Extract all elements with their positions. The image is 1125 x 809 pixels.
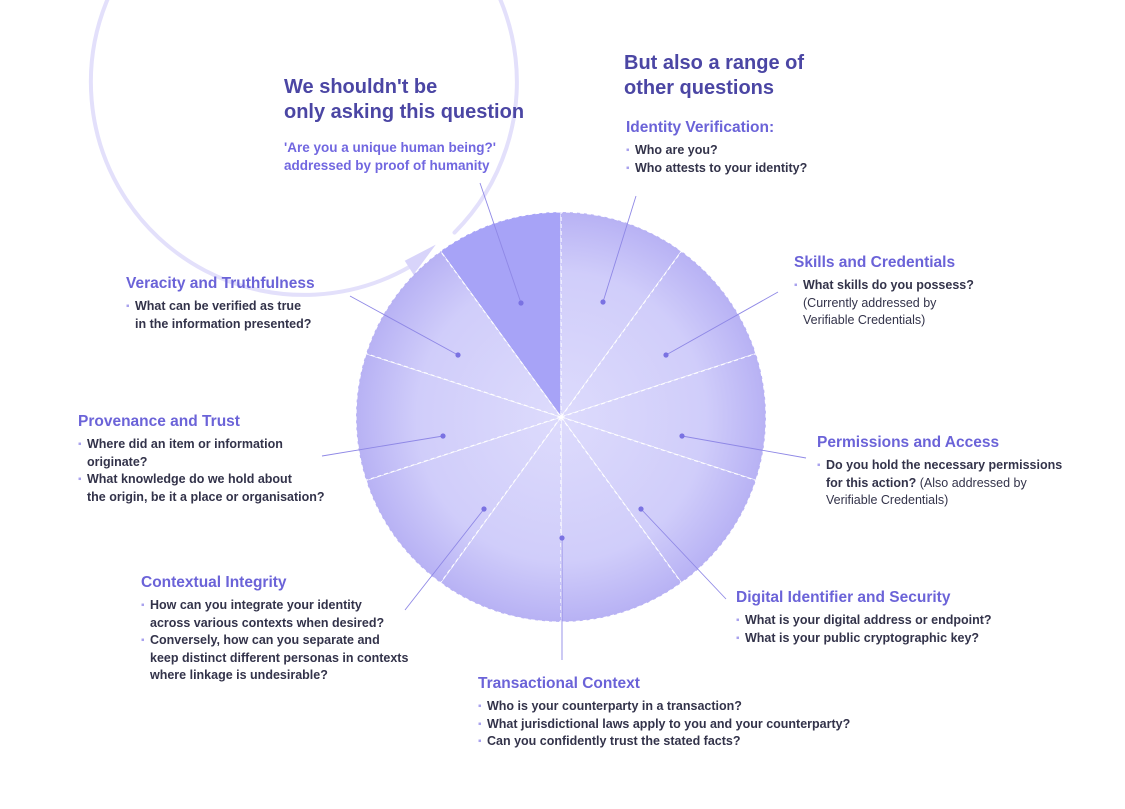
connector-dot — [440, 433, 446, 439]
question-list: What can be verified as true in the info… — [126, 298, 315, 333]
wedge — [355, 352, 563, 482]
wedge — [560, 415, 683, 623]
question-list: Who are you? Who attests to your identity… — [626, 142, 807, 177]
connector-identity-verification — [602, 195, 637, 303]
wedge — [365, 250, 563, 419]
question-text: Who are you? — [635, 143, 718, 157]
connector-dot — [559, 535, 565, 541]
question-note: (Currently addressed by Verifiable Crede… — [803, 295, 937, 328]
question-item: What skills do you possess? (Currently a… — [794, 277, 974, 330]
category-title: Identity Verification: — [626, 119, 775, 136]
question-list: Do you hold the necessary permissions fo… — [817, 457, 1062, 510]
connector-permissions-and-access — [681, 435, 807, 459]
category-digital-identifier-and-security: Digital Identifier and Security What is y… — [736, 588, 992, 647]
connector-veracity-and-truthfulness — [349, 295, 459, 356]
wedge — [559, 352, 767, 482]
category-provenance-and-trust: Provenance and Trust Where did an item or… — [78, 412, 325, 506]
question-list: How can you integrate your identity acro… — [141, 597, 408, 685]
right-headline: But also a range of other questions — [624, 52, 805, 99]
cycle-arrow-icon — [404, 244, 436, 275]
category-title: Provenance and Trust — [78, 413, 240, 430]
left-headline: We shouldn't be only asking this questio… — [284, 76, 525, 123]
wedge — [559, 415, 757, 584]
connector-provenance-and-trust — [321, 435, 444, 457]
question-text: What skills do you possess? — [803, 278, 974, 292]
question-text: Do you hold the necessary permissions fo… — [826, 458, 1063, 490]
wedge — [365, 415, 563, 584]
category-title: Contextual Integrity — [141, 574, 287, 591]
question-item: Can you confidently trust the stated fac… — [478, 733, 850, 751]
category-title: Veracity and Truthfulness — [126, 275, 315, 292]
question-text: Where did an item or information origina… — [87, 437, 283, 469]
connector-dot — [481, 506, 487, 512]
category-skills-and-credentials: Skills and Credentials What skills do you… — [794, 253, 974, 330]
question-item: Do you hold the necessary permissions fo… — [817, 457, 1062, 510]
question-text: What is your digital address or endpoint… — [745, 613, 992, 627]
question-list: Where did an item or information origina… — [78, 436, 325, 506]
wedge-unique-human — [439, 211, 562, 419]
question-item: Conversely, how can you separate and kee… — [141, 632, 408, 685]
wedge — [560, 211, 683, 419]
question-item: What is your digital address or endpoint… — [736, 612, 992, 630]
category-title: Digital Identifier and Security — [736, 589, 951, 606]
connector-dot — [518, 300, 524, 306]
connector-dot — [600, 299, 606, 305]
connector-dot — [455, 352, 461, 358]
connector-skills-and-credentials — [665, 291, 779, 356]
question-text: Conversely, how can you separate and kee… — [150, 633, 409, 682]
connector-dot — [679, 433, 685, 439]
question-item: What is your public cryptographic key? — [736, 630, 992, 648]
connector-dot — [663, 352, 669, 358]
category-title: Skills and Credentials — [794, 254, 956, 271]
question-item: Where did an item or information origina… — [78, 436, 325, 471]
category-veracity-and-truthfulness: Veracity and Truthfulness What can be ver… — [126, 274, 315, 333]
category-identity-verification: Identity Verification: Who are you? Who at… — [626, 118, 807, 177]
question-text: What knowledge do we hold about the orig… — [87, 472, 325, 504]
question-text: Who attests to your identity? — [635, 160, 808, 175]
question-item: What jurisdictional laws apply to you an… — [478, 716, 850, 734]
connector-digital-identifier — [640, 508, 727, 600]
question-text: How can you integrate your identity acro… — [150, 598, 385, 630]
wedge — [439, 415, 562, 623]
question-text: Who is your counterparty in a transactio… — [487, 699, 742, 713]
category-title: Permissions and Access — [817, 434, 1000, 451]
wedge — [559, 250, 757, 419]
question-item: Who is your counterparty in a transactio… — [478, 698, 850, 716]
category-title: Transactional Context — [478, 675, 640, 692]
cycle-ring — [88, 0, 519, 297]
question-note: (Also addressed by Verifiable Credential… — [826, 475, 1027, 508]
category-transactional-context: Transactional Context Who is your counter… — [478, 674, 850, 751]
question-item: How can you integrate your identity acro… — [141, 597, 408, 632]
question-text: What is your public cryptographic key? — [745, 630, 980, 645]
unique-human-question: 'Are you a unique human being?' addresse… — [284, 140, 496, 173]
question-list: What is your digital address or endpoint… — [736, 612, 992, 647]
question-text: What can be verified as true in the info… — [135, 299, 312, 331]
question-item: What can be verified as true in the info… — [126, 298, 315, 333]
question-text: What jurisdictional laws apply to you an… — [487, 716, 851, 731]
connector-unique-human — [479, 182, 522, 304]
connector-dot — [638, 506, 644, 512]
category-permissions-and-access: Permissions and Access Do you hold the ne… — [817, 433, 1062, 510]
question-item: Who are you? — [626, 142, 807, 160]
question-list: What skills do you possess? (Currently a… — [794, 277, 974, 330]
question-item: Who attests to your identity? — [626, 160, 807, 178]
connector-contextual-integrity — [404, 508, 485, 611]
category-contextual-integrity: Contextual Integrity How can you integrat… — [141, 573, 408, 685]
question-item: What knowledge do we hold about the orig… — [78, 471, 325, 506]
question-list: Who is your counterparty in a transactio… — [478, 698, 850, 751]
question-text: Can you confidently trust the stated fac… — [487, 734, 741, 748]
